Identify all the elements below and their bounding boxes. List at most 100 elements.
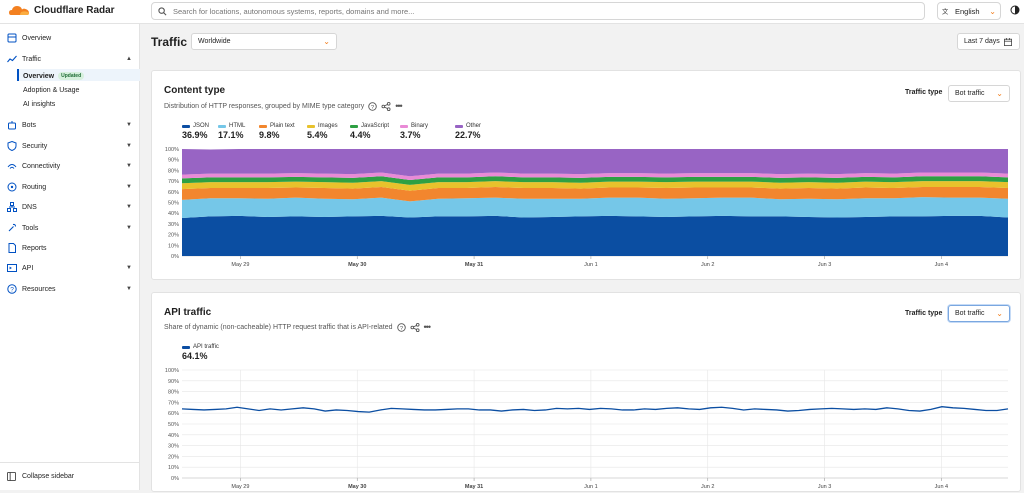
info-icon[interactable]: ? bbox=[368, 102, 377, 111]
chevron-down-icon: ▼ bbox=[126, 184, 132, 190]
routing-icon bbox=[7, 182, 17, 192]
x-tick-label: Jun 4 bbox=[935, 262, 948, 268]
area-other bbox=[182, 149, 1008, 176]
language-select[interactable]: 文 English ⌄ bbox=[937, 2, 1001, 20]
collapse-sidebar-button[interactable]: Collapse sidebar bbox=[0, 462, 140, 490]
y-tick-label: 30% bbox=[168, 444, 179, 450]
sidebar-item-routing[interactable]: Routing ▼ bbox=[0, 179, 140, 195]
legend-value: 4.4% bbox=[350, 130, 389, 140]
legend-item-json[interactable]: JSON 36.9% bbox=[182, 123, 209, 140]
reports-icon bbox=[7, 243, 17, 253]
content-type-title: Content type bbox=[164, 85, 225, 96]
sidebar-item-overview[interactable]: Overview bbox=[0, 30, 140, 46]
legend-label: JSON bbox=[193, 123, 209, 129]
calendar-icon bbox=[1004, 38, 1012, 46]
sidebar-item-dns[interactable]: DNS ▼ bbox=[0, 199, 140, 215]
chevron-down-icon: ⌄ bbox=[996, 89, 1003, 98]
y-tick-label: 100% bbox=[165, 368, 179, 374]
sidebar-subitem-adoption-usage[interactable]: Adoption & Usage bbox=[23, 87, 79, 94]
top-bar: Cloudflare Radar 文 English ⌄ bbox=[0, 0, 1024, 24]
legend-label: HTML bbox=[229, 123, 245, 129]
sidebar-item-reports[interactable]: Reports bbox=[0, 240, 140, 256]
sidebar-subitem-overview[interactable]: Overview Updated bbox=[23, 72, 84, 80]
cloudflare-logo[interactable]: Cloudflare Radar bbox=[8, 4, 115, 16]
y-tick-label: 40% bbox=[168, 211, 179, 217]
share-icon[interactable] bbox=[381, 102, 391, 111]
traffic-type-select[interactable]: Bot traffic ⌄ bbox=[948, 305, 1010, 322]
legend-value: 5.4% bbox=[307, 130, 338, 140]
chevron-down-icon: ⌄ bbox=[989, 7, 996, 16]
sidebar-item-label: DNS bbox=[22, 204, 37, 211]
content-type-description: Distribution of HTTP responses, grouped … bbox=[164, 101, 402, 111]
app-title: Cloudflare Radar bbox=[34, 5, 115, 16]
content-type-chart: 0% 10% 20% 30% 40% 50% 60% 70% 80% 90% 100% May 29 M… bbox=[152, 141, 1022, 281]
info-icon[interactable]: ? bbox=[397, 323, 406, 332]
legend-item-images[interactable]: Images 5.4% bbox=[307, 123, 338, 140]
sidebar-subitem-ai-insights[interactable]: AI insights bbox=[23, 101, 55, 108]
svg-text:文: 文 bbox=[942, 7, 949, 15]
y-tick-label: 20% bbox=[168, 233, 179, 239]
sidebar-item-traffic[interactable]: Traffic ▲ bbox=[0, 51, 140, 67]
legend-item-javascript[interactable]: JavaScript 4.4% bbox=[350, 123, 389, 140]
chevron-down-icon: ▼ bbox=[126, 143, 132, 149]
content-type-card: Content type Distribution of HTTP respon… bbox=[151, 70, 1021, 280]
y-tick-label: 50% bbox=[168, 201, 179, 207]
legend-swatch bbox=[455, 125, 463, 128]
share-icon[interactable] bbox=[410, 323, 420, 332]
sidebar: Overview Updated Adoption & Usage AI insi… bbox=[0, 24, 140, 490]
api-traffic-title: API traffic bbox=[164, 307, 211, 318]
sidebar-item-label: Bots bbox=[22, 122, 36, 129]
sidebar-item-security[interactable]: Security ▼ bbox=[0, 138, 140, 154]
sidebar-item-tools[interactable]: Tools ▼ bbox=[0, 220, 140, 236]
search-input[interactable] bbox=[173, 7, 873, 16]
chevron-down-icon: ▼ bbox=[126, 265, 132, 271]
svg-text:?: ? bbox=[10, 287, 14, 294]
sidebar-item-resources[interactable]: ? Resources ▼ bbox=[0, 281, 140, 297]
collapse-label: Collapse sidebar bbox=[22, 473, 74, 480]
language-label: English bbox=[955, 7, 980, 16]
legend-item-binary[interactable]: Binary 3.7% bbox=[400, 123, 428, 140]
sidebar-item-connectivity[interactable]: Connectivity ▼ bbox=[0, 158, 140, 174]
y-tick-label: 50% bbox=[168, 422, 179, 428]
traffic-icon bbox=[7, 54, 17, 64]
sidebar-item-api[interactable]: API ▼ bbox=[0, 260, 140, 276]
theme-toggle-icon[interactable] bbox=[1010, 5, 1020, 15]
sidebar-item-bots[interactable]: Bots ▼ bbox=[0, 117, 140, 133]
api-traffic-card: API traffic Share of dynamic (non-cachea… bbox=[151, 292, 1021, 492]
search-bar[interactable] bbox=[151, 2, 925, 20]
tools-icon bbox=[7, 223, 17, 233]
traffic-type-select[interactable]: Bot traffic ⌄ bbox=[948, 85, 1010, 102]
x-tick-label: Jun 2 bbox=[701, 262, 714, 268]
legend-swatch bbox=[307, 125, 315, 128]
sidebar-item-label: Security bbox=[22, 143, 47, 150]
x-tick-label: May 30 bbox=[348, 262, 366, 268]
chevron-up-icon: ▲ bbox=[126, 56, 132, 62]
y-tick-label: 60% bbox=[168, 411, 179, 417]
x-tick-label: Jun 3 bbox=[818, 262, 831, 268]
sidebar-item-label: Reports bbox=[22, 245, 47, 252]
collapse-icon bbox=[7, 472, 16, 481]
traffic-type-label: Traffic type bbox=[905, 89, 942, 96]
region-select[interactable]: Worldwide ⌄ bbox=[191, 33, 337, 50]
chevron-down-icon: ▼ bbox=[126, 286, 132, 292]
area-json bbox=[182, 216, 1008, 256]
x-tick-label: Jun 1 bbox=[584, 262, 597, 268]
legend-item-plain-text[interactable]: Plain text 9.8% bbox=[259, 123, 295, 140]
more-options-icon[interactable]: ••• bbox=[424, 322, 430, 332]
chevron-down-icon: ▼ bbox=[126, 122, 132, 128]
date-range-button[interactable]: Last 7 days bbox=[957, 33, 1020, 50]
chevron-down-icon: ▼ bbox=[126, 204, 132, 210]
y-tick-label: 80% bbox=[168, 390, 179, 396]
more-options-icon[interactable]: ••• bbox=[395, 101, 401, 111]
y-tick-label: 100% bbox=[165, 147, 179, 153]
x-tick-label: Jun 4 bbox=[935, 484, 948, 490]
area-html bbox=[182, 197, 1008, 218]
legend-item-api-traffic[interactable]: API traffic 64.1% bbox=[182, 344, 219, 361]
legend-item-html[interactable]: HTML 17.1% bbox=[218, 123, 245, 140]
x-tick-label: May 29 bbox=[231, 262, 249, 268]
y-tick-label: 20% bbox=[168, 454, 179, 460]
legend-item-other[interactable]: Other 22.7% bbox=[455, 123, 481, 140]
legend-swatch bbox=[259, 125, 267, 128]
subitem-label: Overview bbox=[23, 73, 54, 80]
sidebar-item-label: Connectivity bbox=[22, 163, 60, 170]
